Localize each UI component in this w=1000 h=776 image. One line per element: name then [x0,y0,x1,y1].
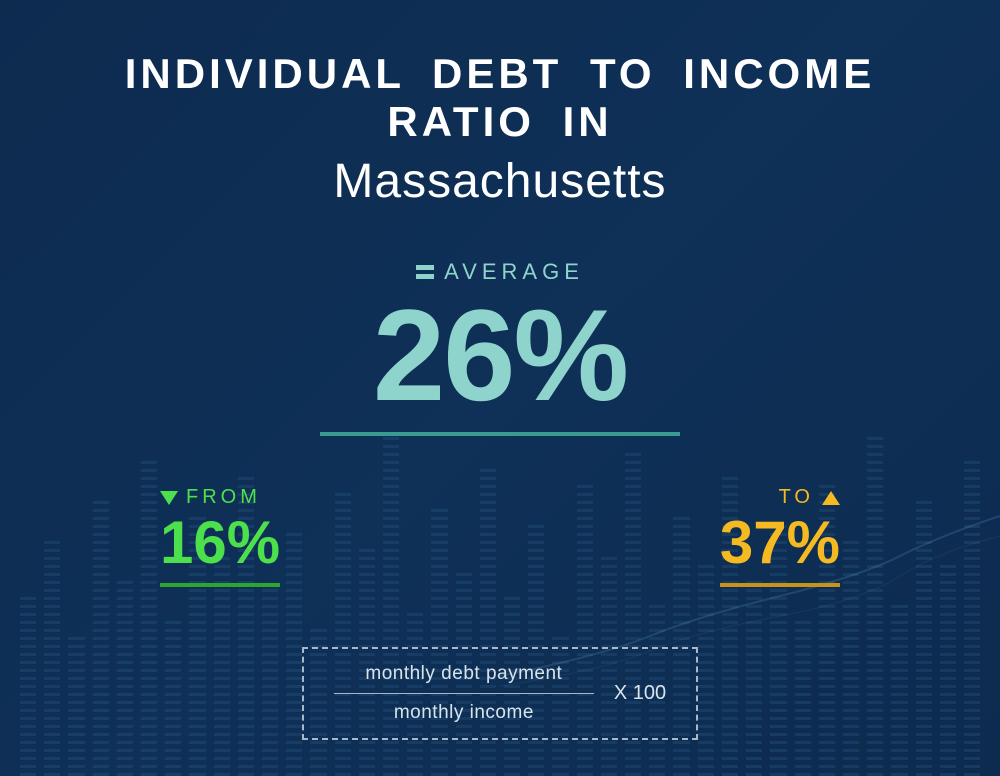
range-row: FROM 16% TO 37% [60,486,940,587]
to-label-row: TO [720,486,840,509]
equals-icon [416,265,434,279]
triangle-up-icon [822,491,840,505]
formula-divider [334,693,594,694]
formula-fraction: monthly debt payment monthly income [334,663,594,724]
title-line2: Massachusetts [60,154,940,209]
formula-denominator: monthly income [394,702,534,724]
main-content: INDIVIDUAL DEBT TO INCOME RATIO IN Massa… [0,0,1000,740]
range-to-stat: TO 37% [720,486,840,587]
from-underline [160,583,280,587]
from-value: 16% [160,513,280,573]
formula-box: monthly debt payment monthly income X 10… [302,647,698,740]
to-label: TO [779,486,814,509]
formula-multiplier: X 100 [614,682,666,705]
title-line1: INDIVIDUAL DEBT TO INCOME RATIO IN [60,50,940,146]
range-from-stat: FROM 16% [160,486,280,587]
average-value: 26% [320,290,680,420]
triangle-down-icon [160,491,178,505]
from-label: FROM [186,486,261,509]
average-underline [320,432,680,436]
to-underline [720,583,840,587]
average-stat: AVERAGE 26% [320,259,680,436]
to-value: 37% [720,513,840,573]
formula-numerator: monthly debt payment [365,663,562,685]
from-label-row: FROM [160,486,280,509]
